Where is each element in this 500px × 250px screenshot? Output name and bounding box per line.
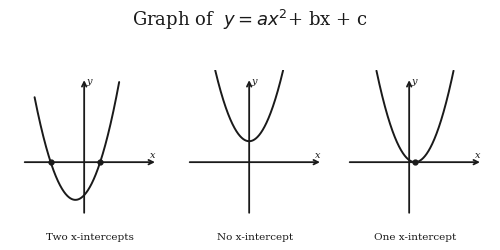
Text: No x-intercept: No x-intercept (217, 233, 293, 242)
Text: Graph of  $y = ax^2$+ bx + c: Graph of $y = ax^2$+ bx + c (132, 8, 368, 32)
Text: Two x-intercepts: Two x-intercepts (46, 233, 134, 242)
Text: x: x (150, 151, 155, 160)
Text: y: y (86, 78, 92, 86)
Text: y: y (252, 78, 257, 86)
Text: One x-intercept: One x-intercept (374, 233, 456, 242)
Text: x: x (474, 151, 480, 160)
Text: y: y (412, 78, 417, 86)
Text: x: x (314, 151, 320, 160)
